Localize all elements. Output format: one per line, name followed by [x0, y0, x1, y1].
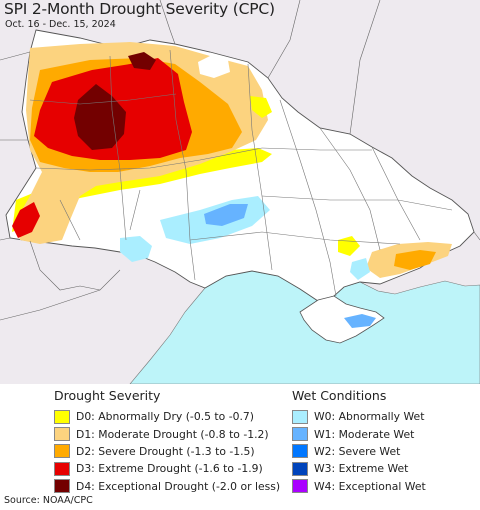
legend-item-d0: D0: Abnormally Dry (-0.5 to -0.7): [54, 408, 280, 425]
legend-item-w2: W2: Severe Wet: [292, 443, 426, 460]
legend-item-d4: D4: Exceptional Drought (-2.0 or less): [54, 478, 280, 495]
legend-label-w4: W4: Exceptional Wet: [314, 479, 426, 493]
legend-item-w0: W0: Abnormally Wet: [292, 408, 426, 425]
legend-label-w3: W3: Extreme Wet: [314, 462, 409, 476]
legend-label-w0: W0: Abnormally Wet: [314, 410, 425, 424]
date-range: Oct. 16 - Dec. 15, 2024: [5, 19, 116, 30]
legend-item-w3: W3: Extreme Wet: [292, 460, 426, 477]
legend-swatch-d2: [54, 444, 70, 459]
crimea: [299, 295, 385, 344]
legend-item-d2: D2: Severe Drought (-1.3 to -1.5): [54, 443, 280, 460]
legend-label-d1: D1: Moderate Drought (-0.8 to -1.2): [76, 427, 269, 441]
legend-swatch-d0: [54, 409, 70, 424]
legend-swatch-d3: [54, 461, 70, 476]
drought-d2-east: [394, 250, 436, 270]
drought-legend-title: Drought Severity: [54, 388, 161, 403]
legend-swatch-d1: [54, 427, 70, 442]
legend-item-d1: D1: Moderate Drought (-0.8 to -1.2): [54, 425, 280, 442]
wet-legend: Wet Conditions W0: Abnormally Wet W1: Mo…: [292, 388, 426, 495]
wet-w1-crimea: [344, 314, 376, 328]
drought-legend: Drought Severity D0: Abnormally Dry (-0.…: [54, 388, 280, 495]
wet-w1-central: [204, 204, 248, 226]
wet-w0-south: [350, 258, 370, 280]
white-spot-north: [198, 54, 230, 78]
legend-swatch-w4: [292, 479, 308, 494]
legend-item-w1: W1: Moderate Wet: [292, 425, 426, 442]
wet-w0-west: [120, 236, 152, 262]
legend-swatch-w3: [292, 461, 308, 476]
legend-label-d3: D3: Extreme Drought (-1.6 to -1.9): [76, 462, 263, 476]
country-borders: [0, 0, 480, 321]
wet-legend-title: Wet Conditions: [292, 388, 387, 403]
legend-swatch-w2: [292, 444, 308, 459]
drought-d0-northeast: [250, 96, 272, 118]
legend-label-w2: W2: Severe Wet: [314, 444, 401, 458]
drought-map: [0, 0, 480, 384]
legend-swatch-w1: [292, 427, 308, 442]
drought-d0: [12, 148, 272, 232]
legend-item-d3: D3: Extreme Drought (-1.6 to -1.9): [54, 460, 280, 477]
legend-label-d0: D0: Abnormally Dry (-0.5 to -0.7): [76, 410, 254, 424]
legend-label-w1: W1: Moderate Wet: [314, 427, 415, 441]
legend-swatch-w0: [292, 409, 308, 424]
legend-label-d4: D4: Exceptional Drought (-2.0 or less): [76, 479, 281, 493]
drought-d4: [74, 84, 126, 150]
page-title: SPI 2-Month Drought Severity (CPC): [4, 0, 275, 18]
legend-swatch-d4: [54, 479, 70, 494]
legend-label-d2: D2: Severe Drought (-1.3 to -1.5): [76, 444, 255, 458]
source-credit: Source: NOAA/CPC: [4, 495, 93, 506]
oblast-borders: [29, 49, 453, 297]
legend-item-w4: W4: Exceptional Wet: [292, 478, 426, 495]
drought-d4-north: [128, 52, 156, 70]
drought-d3-south: [12, 202, 40, 238]
